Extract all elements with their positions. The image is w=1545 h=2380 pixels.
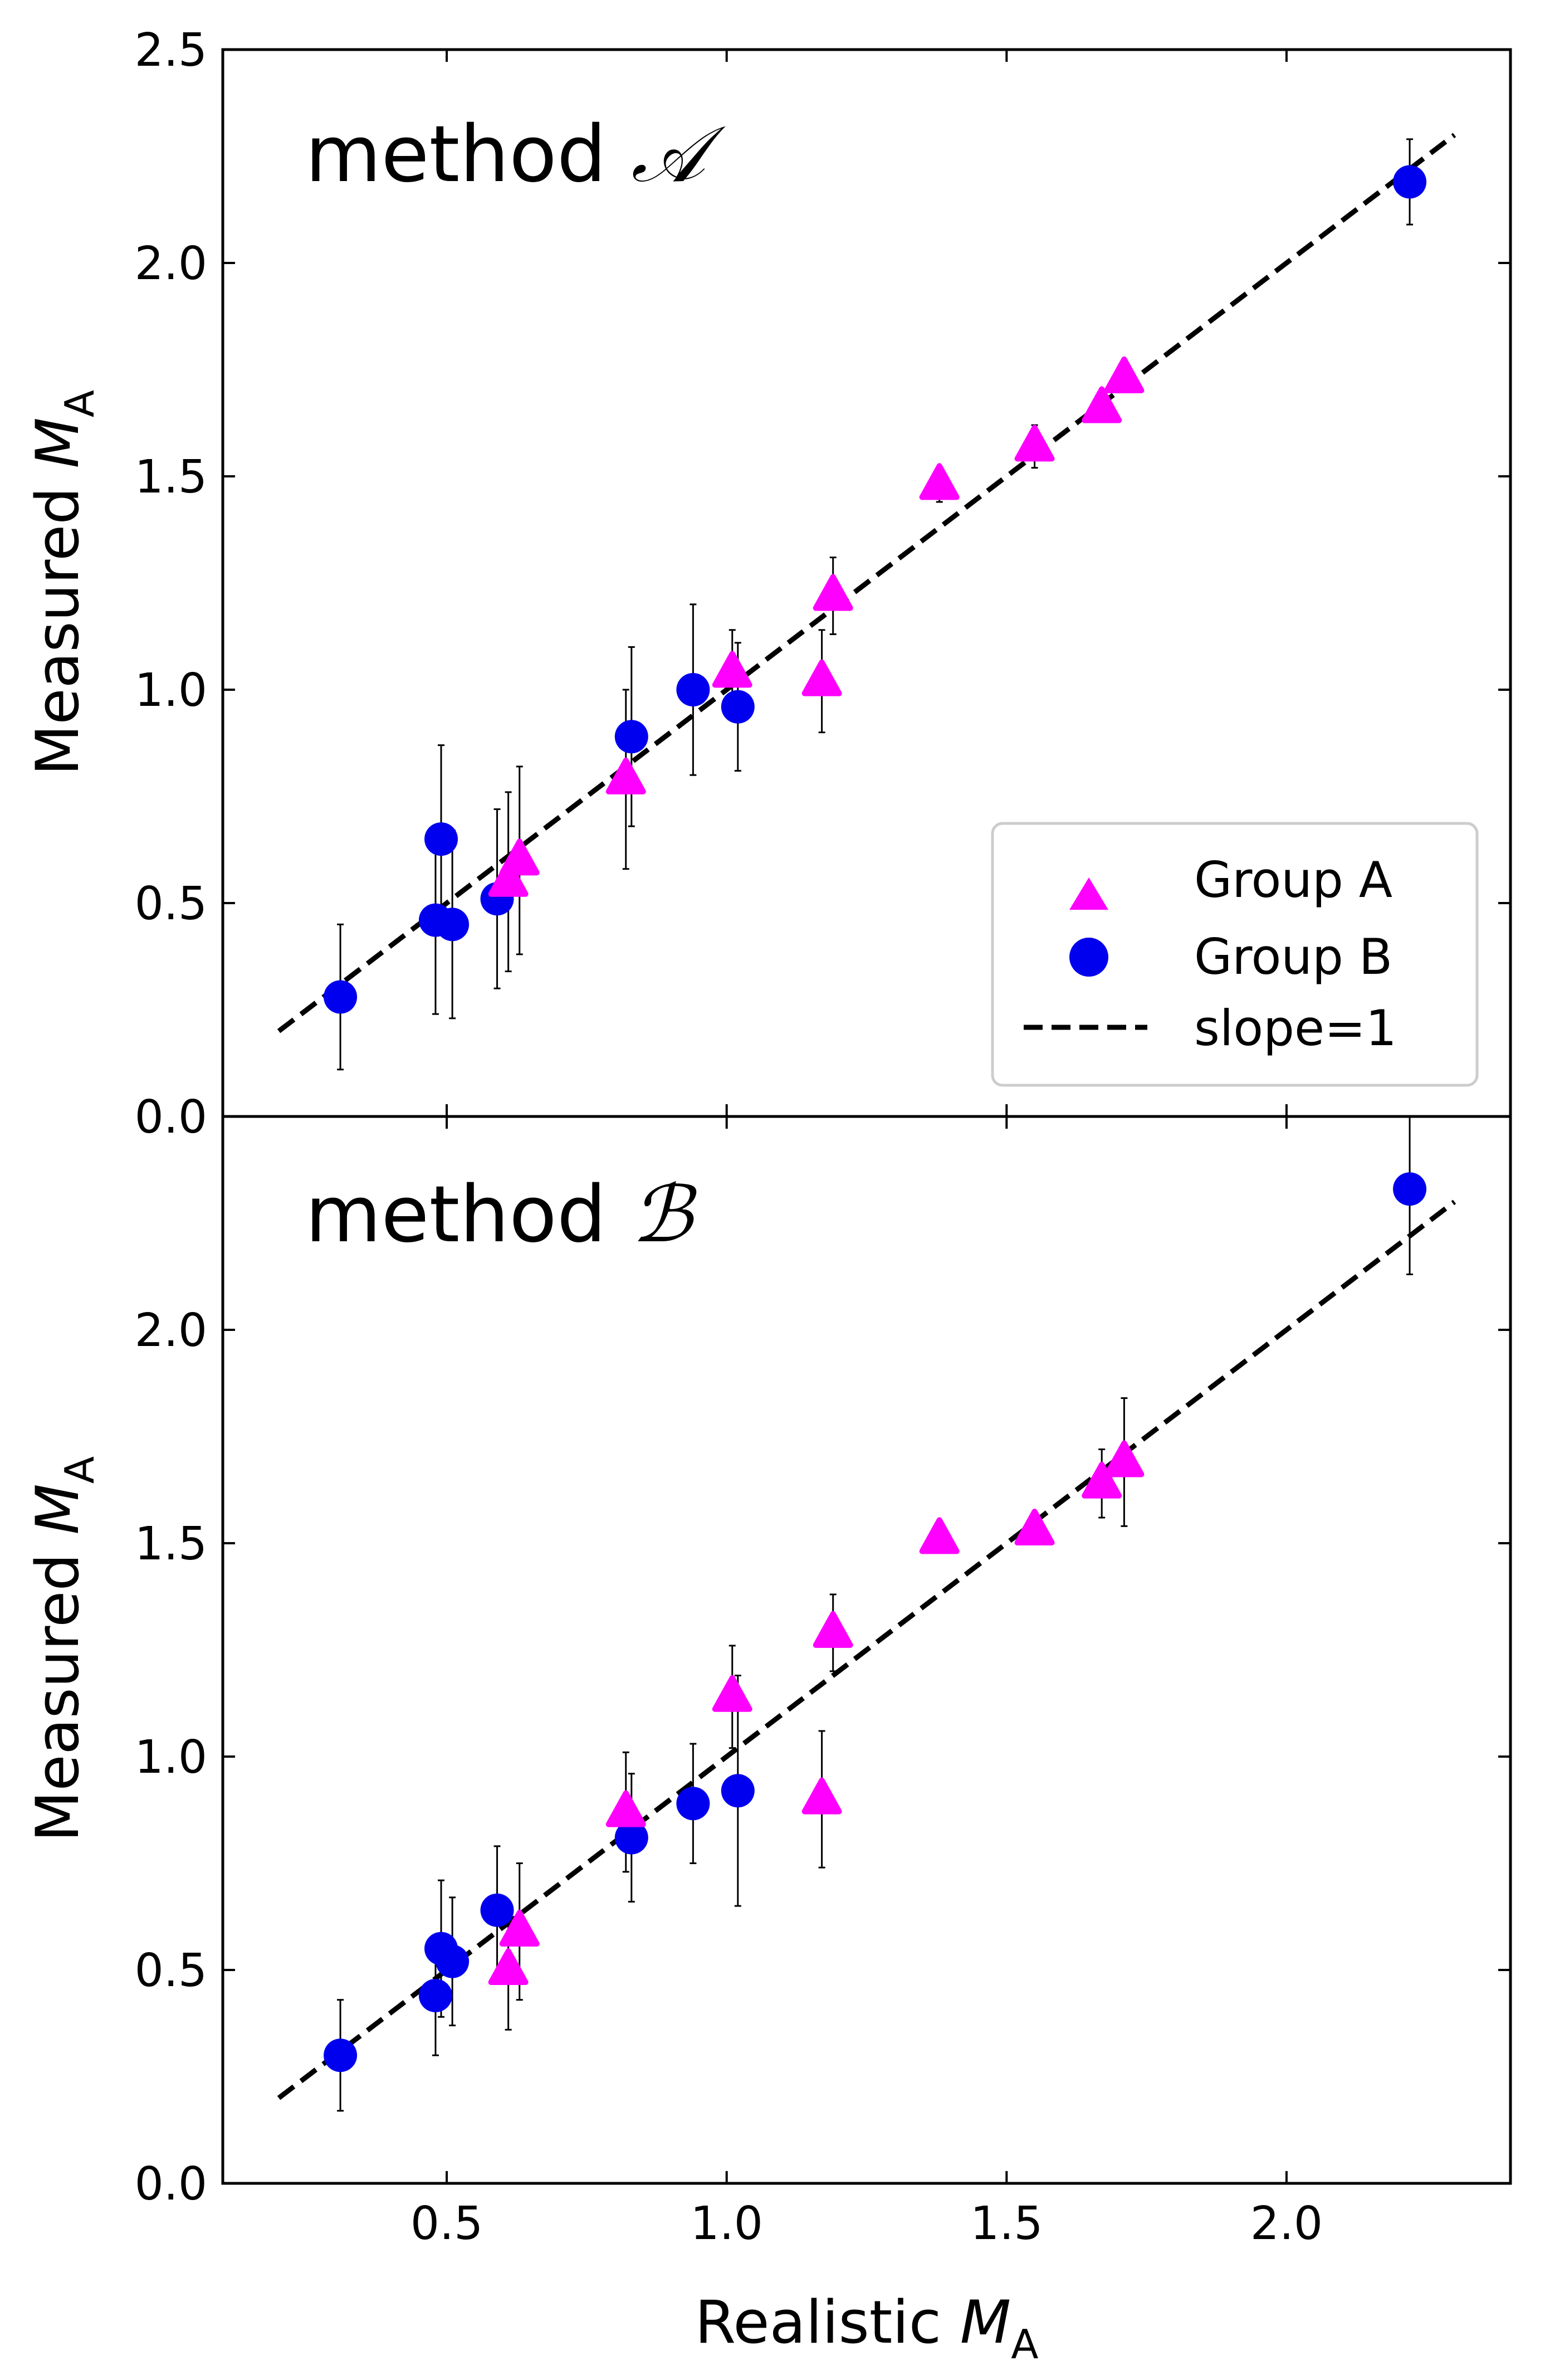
bottom-group-a-point bbox=[813, 1611, 853, 1648]
top-y-axis-label: Measured MA bbox=[23, 390, 103, 776]
top-group-a-point bbox=[1082, 386, 1122, 423]
bottom-group-a-point bbox=[1014, 1509, 1055, 1546]
top-ytick-label: 2.5 bbox=[135, 24, 207, 77]
legend-group-b-marker bbox=[1069, 938, 1108, 977]
top-slope-line bbox=[277, 133, 1456, 1033]
top-group-a-point bbox=[605, 757, 646, 794]
bottom-group-b-point bbox=[418, 1978, 452, 2012]
bottom-y-axis-label: Measured MA bbox=[23, 1456, 103, 1842]
legend-group-a-label: Group A bbox=[1194, 851, 1392, 909]
top-group-a-point bbox=[801, 659, 842, 696]
top-group-a-point bbox=[919, 463, 960, 500]
bottom-group-b-point bbox=[721, 1774, 755, 1808]
bottom-ytick-label: 1.0 bbox=[135, 1731, 207, 1784]
bottom-group-a-point bbox=[1104, 1440, 1145, 1477]
top-group-a-point bbox=[1104, 356, 1145, 393]
top-group-b-point bbox=[1393, 165, 1427, 199]
panel-method-a: 0.0 0.5 1.0 1.5 2.0 2.5 method 𝒜 Group A Grou… bbox=[23, 24, 1512, 1144]
bottom-group-a-point bbox=[712, 1675, 752, 1712]
method-a-title: method 𝒜 bbox=[305, 109, 726, 200]
ticks-bottom: 0.0 0.5 1.0 1.5 2.0 0.5 1.0 1.5 2.0 bbox=[135, 1116, 1510, 2250]
legend-group-b-label: Group B bbox=[1194, 928, 1392, 986]
top-group-a-point bbox=[1014, 425, 1055, 462]
bottom-xtick-label: 2.0 bbox=[1250, 2197, 1323, 2250]
bottom-xtick-label: 1.5 bbox=[970, 2197, 1043, 2250]
top-group-a-point bbox=[488, 860, 529, 897]
legend-frame bbox=[991, 822, 1479, 1087]
top-group-b-point bbox=[676, 673, 710, 706]
bottom-xtick-label: 1.0 bbox=[690, 2197, 762, 2250]
bottom-ytick-label: 0.5 bbox=[135, 1944, 207, 1997]
bottom-group-b-point bbox=[480, 1893, 514, 1927]
top-group-b-point bbox=[721, 690, 755, 724]
bottom-group-a-point bbox=[605, 1790, 646, 1827]
bottom-group-a-point bbox=[499, 1910, 540, 1947]
top-group-a-point bbox=[499, 838, 540, 876]
top-ytick-label: 1.0 bbox=[135, 664, 207, 717]
x-axis-label: Realistic MA bbox=[695, 2288, 1039, 2368]
panel-method-b: 0.0 0.5 1.0 1.5 2.0 0.5 1.0 1.5 2.0 method ℬ Mea… bbox=[23, 1115, 1512, 2368]
bottom-slope-line bbox=[277, 1199, 1456, 2100]
legend: Group A Group B slope=1 bbox=[991, 822, 1479, 1087]
top-ytick-label: 1.5 bbox=[135, 451, 207, 504]
bottom-group-b-point bbox=[324, 2038, 358, 2072]
bottom-group-b-point bbox=[1393, 1172, 1427, 1206]
bottom-xtick-label: 0.5 bbox=[410, 2197, 483, 2250]
method-b-title: method ℬ bbox=[305, 1169, 697, 1260]
top-ytick-label: 2.0 bbox=[135, 237, 207, 290]
legend-group-a-marker bbox=[1069, 877, 1108, 910]
top-ytick-label: 0.5 bbox=[135, 877, 207, 930]
bottom-group-a-point bbox=[919, 1517, 960, 1554]
top-group-a-point bbox=[712, 651, 752, 688]
bottom-group-b-point bbox=[614, 1821, 648, 1855]
bottom-ytick-label: 0.0 bbox=[135, 2158, 207, 2211]
bottom-group-b-point bbox=[676, 1787, 710, 1821]
bottom-ytick-label: 1.5 bbox=[135, 1518, 207, 1571]
bottom-plot-frame bbox=[221, 1115, 1512, 2185]
top-group-a-point bbox=[813, 574, 853, 611]
marks-bottom bbox=[277, 1115, 1456, 2112]
bottom-group-a-point bbox=[801, 1777, 842, 1815]
bottom-ytick-label: 2.0 bbox=[135, 1304, 207, 1357]
bottom-group-a-point bbox=[1082, 1461, 1122, 1499]
legend-slope-label: slope=1 bbox=[1194, 999, 1397, 1057]
top-group-b-point bbox=[436, 908, 470, 942]
top-group-b-point bbox=[424, 822, 458, 856]
top-group-b-point bbox=[614, 720, 648, 754]
ticks-top: 0.0 0.5 1.0 1.5 2.0 2.5 bbox=[135, 24, 1510, 1144]
bottom-group-a-point bbox=[488, 1948, 529, 1985]
top-ytick-label: 0.0 bbox=[135, 1091, 207, 1144]
top-group-b-point bbox=[324, 980, 358, 1014]
marks-top bbox=[277, 133, 1456, 1071]
bottom-group-b-point bbox=[436, 1944, 470, 1978]
